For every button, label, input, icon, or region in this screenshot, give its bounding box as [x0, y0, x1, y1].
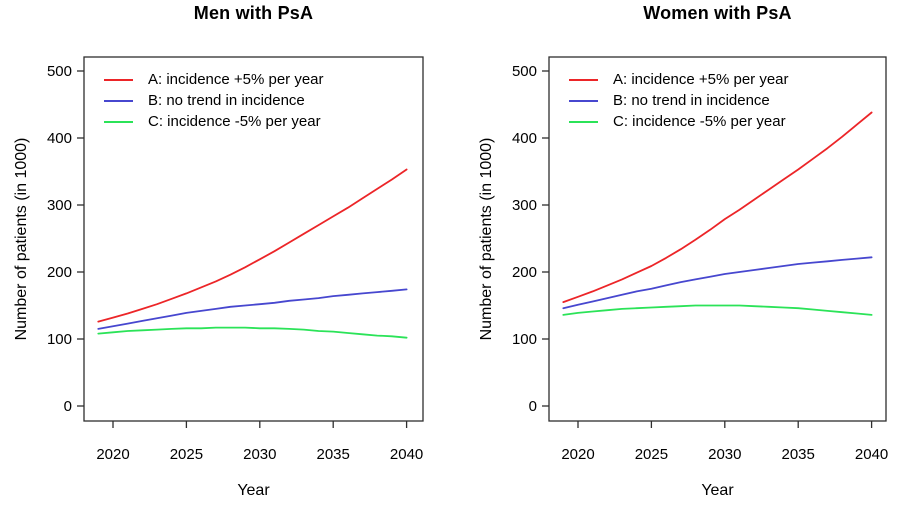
y-tick-label: 300: [512, 197, 537, 214]
series-line-c: [562, 304, 873, 316]
y-tick-label: 200: [47, 264, 72, 281]
men-x-axis-label: Year: [237, 482, 270, 499]
x-tick-label: 2025: [635, 446, 668, 463]
women-plot-area: 0 100 200 300 400 500 2020 2025 2030 2035 2040: [512, 56, 888, 463]
series-line-b: [97, 288, 408, 330]
legend-label-b: B: no trend in incidence: [148, 92, 305, 109]
legend-line-c-icon: [569, 120, 598, 123]
y-tick-label: 400: [47, 130, 72, 147]
y-tick-label: 200: [512, 264, 537, 281]
legend-row-c: C: incidence -5% per year: [104, 111, 324, 132]
legend-row-a: A: incidence +5% per year: [569, 69, 789, 90]
x-tick-label: 2035: [317, 446, 350, 463]
women-x-axis-label: Year: [701, 482, 734, 499]
men-chart-title: Men with PsA: [193, 3, 314, 23]
series-line-b: [562, 256, 873, 310]
legend-row-b: B: no trend in incidence: [104, 90, 324, 111]
legend-line-b-icon: [104, 99, 133, 102]
x-tick-label: 2040: [855, 446, 888, 463]
y-tick-label: 400: [512, 130, 537, 147]
legend-label-a: A: incidence +5% per year: [148, 71, 324, 88]
y-tick-label: 100: [512, 331, 537, 348]
series-line-c: [97, 326, 408, 339]
women-psa-panel: Women with PsA Number of patients (in 10…: [452, 0, 904, 508]
legend-row-a: A: incidence +5% per year: [104, 69, 324, 90]
legend-line-a-icon: [569, 78, 598, 81]
men-plot-area: 0 100 200 300 400 500 2020 2025 2030 2035 2040: [47, 56, 424, 463]
men-psa-panel: Men with PsA Number of patients (in 1000…: [13, 3, 424, 499]
legend-label-a: A: incidence +5% per year: [613, 71, 789, 88]
women-legend: A: incidence +5% per year B: no trend in…: [569, 69, 789, 132]
legend-line-c-icon: [104, 120, 133, 123]
plot-border: [83, 56, 424, 422]
plot-border: [548, 56, 887, 422]
women-chart-title: Women with PsA: [643, 3, 792, 23]
legend-label-c: C: incidence -5% per year: [148, 113, 321, 130]
y-tick-label: 500: [47, 63, 72, 80]
y-tick-label: 0: [529, 398, 537, 415]
x-tick-label: 2035: [782, 446, 815, 463]
x-tick-label: 2025: [170, 446, 203, 463]
y-tick-label: 300: [47, 197, 72, 214]
legend-row-c: C: incidence -5% per year: [569, 111, 789, 132]
legend-label-c: C: incidence -5% per year: [613, 113, 786, 130]
men-legend: A: incidence +5% per year B: no trend in…: [104, 69, 324, 132]
y-tick-label: 0: [64, 398, 72, 415]
x-tick-label: 2020: [561, 446, 594, 463]
legend-line-b-icon: [569, 99, 598, 102]
legend-label-b: B: no trend in incidence: [613, 92, 770, 109]
y-tick-label: 100: [47, 331, 72, 348]
x-tick-label: 2040: [390, 446, 423, 463]
x-tick-label: 2030: [708, 446, 741, 463]
legend-row-b: B: no trend in incidence: [569, 90, 789, 111]
y-tick-label: 500: [512, 63, 537, 80]
legend-line-a-icon: [104, 78, 133, 81]
series-line-a: [97, 168, 408, 323]
x-tick-label: 2020: [96, 446, 129, 463]
x-tick-label: 2030: [243, 446, 276, 463]
series-line-a: [562, 111, 873, 303]
